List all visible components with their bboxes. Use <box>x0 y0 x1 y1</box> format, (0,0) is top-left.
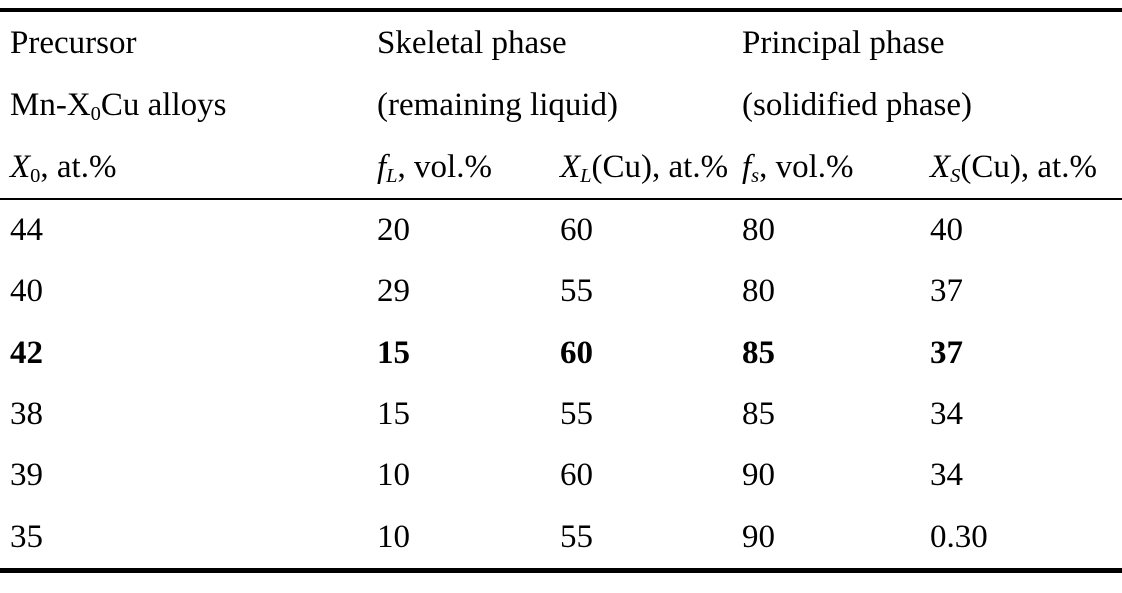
text-segment: , at.% <box>40 149 117 185</box>
cell-xl-cu: 60 <box>560 457 593 494</box>
column-header-fl: fL, vol.% <box>377 136 560 198</box>
cell-x0: 44 <box>10 212 43 248</box>
table-row: 38 15 55 85 34 <box>0 384 1122 445</box>
cell-x0: 38 <box>10 395 43 432</box>
cell-fs: 90 <box>742 457 775 494</box>
alloy-phase-table: Precursor Skeletal phase Principal phase… <box>0 8 1122 573</box>
cell-x0: 35 <box>10 518 43 555</box>
table-row: 39 10 60 90 34 <box>0 445 1122 506</box>
text-segment: , vol.% <box>759 149 854 185</box>
column-header-xl-cu: XL(Cu), at.% <box>560 136 742 198</box>
table-header-rule <box>0 198 1122 200</box>
text-segment: , vol.% <box>397 149 492 185</box>
text-segment: f <box>377 149 387 185</box>
table-row: 40 29 55 80 37 <box>0 261 1122 322</box>
subscript-text: S <box>950 165 961 188</box>
subscript-text: 0 <box>30 165 41 188</box>
cell-fs: 90 <box>742 518 775 555</box>
cell-fl: 29 <box>377 273 410 310</box>
text-segment: Cu alloys <box>100 87 227 123</box>
table-row: 44 20 60 80 40 <box>0 200 1122 261</box>
cell-fl: 15 <box>377 334 410 371</box>
cell-x0: 40 <box>10 273 43 310</box>
subscript-text: L <box>386 165 398 188</box>
cell-fs: 85 <box>742 334 775 371</box>
cell-xs-cu: 34 <box>930 395 963 432</box>
subscript-text: 0 <box>90 103 101 126</box>
cell-fl: 15 <box>377 395 410 432</box>
header-principal-phase-title: Principal phase <box>742 25 945 61</box>
header-precursor-title: Precursor <box>10 25 137 61</box>
table-body: 44 20 60 80 40 40 29 55 80 37 42 15 60 8… <box>0 200 1122 568</box>
column-header-xs-cu: XS(Cu), at.% <box>930 136 1122 198</box>
cell-xs-cu: 37 <box>930 334 963 371</box>
text-segment: (Cu), at.% <box>960 149 1097 185</box>
header-skeletal-phase-title: Skeletal phase <box>377 25 567 61</box>
cell-fs: 80 <box>742 212 775 248</box>
text-segment: (solidified phase) <box>742 87 973 123</box>
cell-xs-cu: 0.30 <box>930 518 988 555</box>
cell-xs-cu: 40 <box>930 212 963 248</box>
text-segment: f <box>742 149 752 185</box>
cell-xl-cu: 55 <box>560 518 593 555</box>
cell-xs-cu: 37 <box>930 273 963 310</box>
cell-fl: 10 <box>377 518 410 555</box>
cell-fs: 80 <box>742 273 775 310</box>
cell-xl-cu: 55 <box>560 273 593 310</box>
table-bottom-rule <box>0 567 1122 573</box>
table-top-rule <box>0 8 1122 12</box>
cell-x0: 42 <box>10 334 43 371</box>
text-segment: X <box>930 149 951 185</box>
cell-fl: 10 <box>377 457 410 494</box>
table-row-highlighted: 42 15 60 85 37 <box>0 323 1122 384</box>
header-precursor-subtitle: Mn-X0Cu alloys <box>0 74 377 136</box>
cell-xs-cu: 34 <box>930 457 963 494</box>
cell-xl-cu: 60 <box>560 334 593 371</box>
table-header: Precursor Skeletal phase Principal phase… <box>0 12 1122 198</box>
column-header-x0: X0, at.% <box>0 136 377 198</box>
cell-x0: 39 <box>10 457 43 494</box>
column-header-fs: fs, vol.% <box>742 136 930 198</box>
cell-xl-cu: 60 <box>560 212 593 248</box>
subscript-text: s <box>751 165 760 188</box>
text-segment: X <box>10 149 31 185</box>
header-principal-phase-subtitle: (solidified phase) <box>742 74 1122 136</box>
text-segment: X <box>560 149 581 185</box>
header-skeletal-phase-subtitle: (remaining liquid) <box>377 74 742 136</box>
cell-xl-cu: 55 <box>560 395 593 432</box>
cell-fl: 20 <box>377 212 410 248</box>
text-segment: (Cu), at.% <box>591 149 729 185</box>
text-segment: Mn-X <box>10 87 91 123</box>
cell-fs: 85 <box>742 395 775 432</box>
table-row: 35 10 55 90 0.30 <box>0 507 1122 568</box>
subscript-text: L <box>580 165 592 188</box>
text-segment: (remaining liquid) <box>377 87 619 123</box>
